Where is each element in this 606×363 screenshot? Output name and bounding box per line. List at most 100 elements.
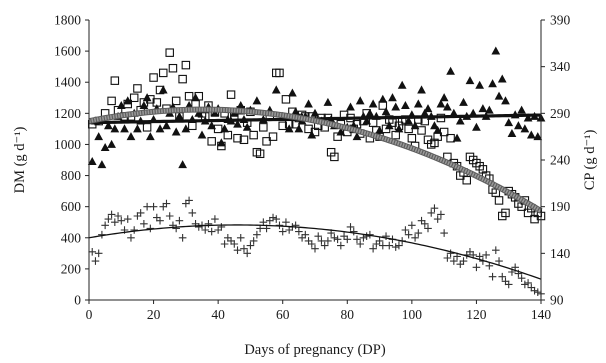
square-point (159, 68, 168, 78)
plus-point (466, 247, 474, 256)
triangle-point (252, 96, 262, 105)
square-point (259, 123, 268, 132)
square-point (368, 118, 378, 127)
plus-point (446, 249, 455, 258)
plus-point (330, 233, 339, 242)
plus-point (333, 235, 342, 244)
plus-point (201, 226, 210, 234)
plus-point (408, 221, 416, 230)
plus-point (149, 202, 158, 211)
triangle-point (197, 130, 207, 139)
triangle-point (162, 121, 171, 130)
square-point (107, 96, 116, 106)
triangle-point (517, 105, 526, 114)
plus-point (188, 209, 197, 217)
plus-point (527, 283, 536, 292)
plus-point (530, 286, 539, 295)
plus-point (401, 226, 410, 234)
plus-point (224, 233, 232, 242)
square-point (165, 48, 174, 57)
triangle-point (472, 122, 481, 131)
plus-point (459, 257, 468, 265)
square-point (417, 126, 426, 135)
plus-point (172, 224, 180, 233)
plus-point (236, 233, 245, 242)
plus-point (243, 249, 251, 258)
square-point (217, 141, 226, 151)
y-left-tick-label: 1000 (54, 137, 81, 152)
plus-point (156, 216, 164, 225)
square-point (142, 123, 152, 132)
plus-point (311, 244, 319, 253)
square-point (129, 93, 139, 103)
plus-point (517, 274, 526, 283)
plus-point (375, 237, 384, 245)
square-point (462, 175, 471, 185)
plus-point (411, 233, 419, 242)
y-left-tick-label: 1400 (54, 75, 81, 90)
triangle-point (175, 111, 184, 120)
square-point (278, 121, 287, 131)
square-point (171, 96, 181, 106)
triangle-point (443, 102, 452, 111)
y-right-tick-label: 140 (550, 246, 571, 261)
plus-point (278, 227, 287, 236)
plus-point (207, 227, 216, 236)
plus-point (372, 240, 381, 248)
triangle-point (133, 124, 142, 133)
y-left-tick-label: 600 (61, 199, 82, 214)
triangle-point (126, 132, 136, 141)
plus-point (414, 229, 423, 237)
plus-point (101, 221, 109, 230)
triangle-point (494, 91, 504, 100)
x-tick-label: 60 (276, 307, 290, 322)
plus-point (107, 210, 116, 219)
square-point (494, 196, 504, 205)
square-point (407, 133, 417, 143)
triangle-point (423, 104, 433, 113)
y-left-tick-label: 800 (61, 168, 82, 183)
plus-point (304, 237, 313, 245)
square-point (304, 124, 313, 134)
triangle-point (413, 99, 423, 108)
x-tick-label: 140 (531, 307, 552, 322)
plus-point (130, 226, 138, 234)
triangle-point (417, 85, 426, 94)
triangle-point (220, 124, 229, 133)
plus-point (127, 233, 135, 242)
square-point (268, 132, 278, 141)
triangle-point (465, 76, 475, 85)
triangle-point (449, 108, 459, 117)
triangle-point (501, 96, 510, 105)
square-point (381, 124, 391, 134)
plus-point (346, 223, 355, 231)
triangle-point (401, 100, 410, 110)
square-point (239, 135, 249, 145)
plus-point (165, 212, 174, 220)
triangle-point (323, 97, 333, 106)
triangle-point (439, 93, 449, 102)
triangle-point (181, 124, 191, 133)
plus-point (472, 263, 481, 272)
plus-point (482, 251, 490, 259)
triangle-point (533, 132, 543, 141)
plus-point (343, 235, 352, 244)
plus-point (88, 247, 97, 256)
square-point (123, 99, 132, 109)
y-right-tick-label: 190 (550, 199, 571, 214)
triangle-point (491, 46, 501, 55)
plus-point (382, 232, 390, 241)
square-point (194, 91, 204, 101)
triangle-point (233, 119, 242, 128)
plus-point (521, 280, 529, 289)
plus-point (456, 260, 465, 269)
plus-point (178, 233, 187, 242)
square-point (155, 85, 165, 95)
triangle-point (410, 121, 420, 130)
plus-point (185, 196, 193, 205)
square-point (152, 98, 162, 107)
plus-point (266, 216, 274, 225)
plus-point (337, 241, 345, 250)
trend-line-plus (88, 224, 542, 280)
plus-point (240, 244, 248, 253)
